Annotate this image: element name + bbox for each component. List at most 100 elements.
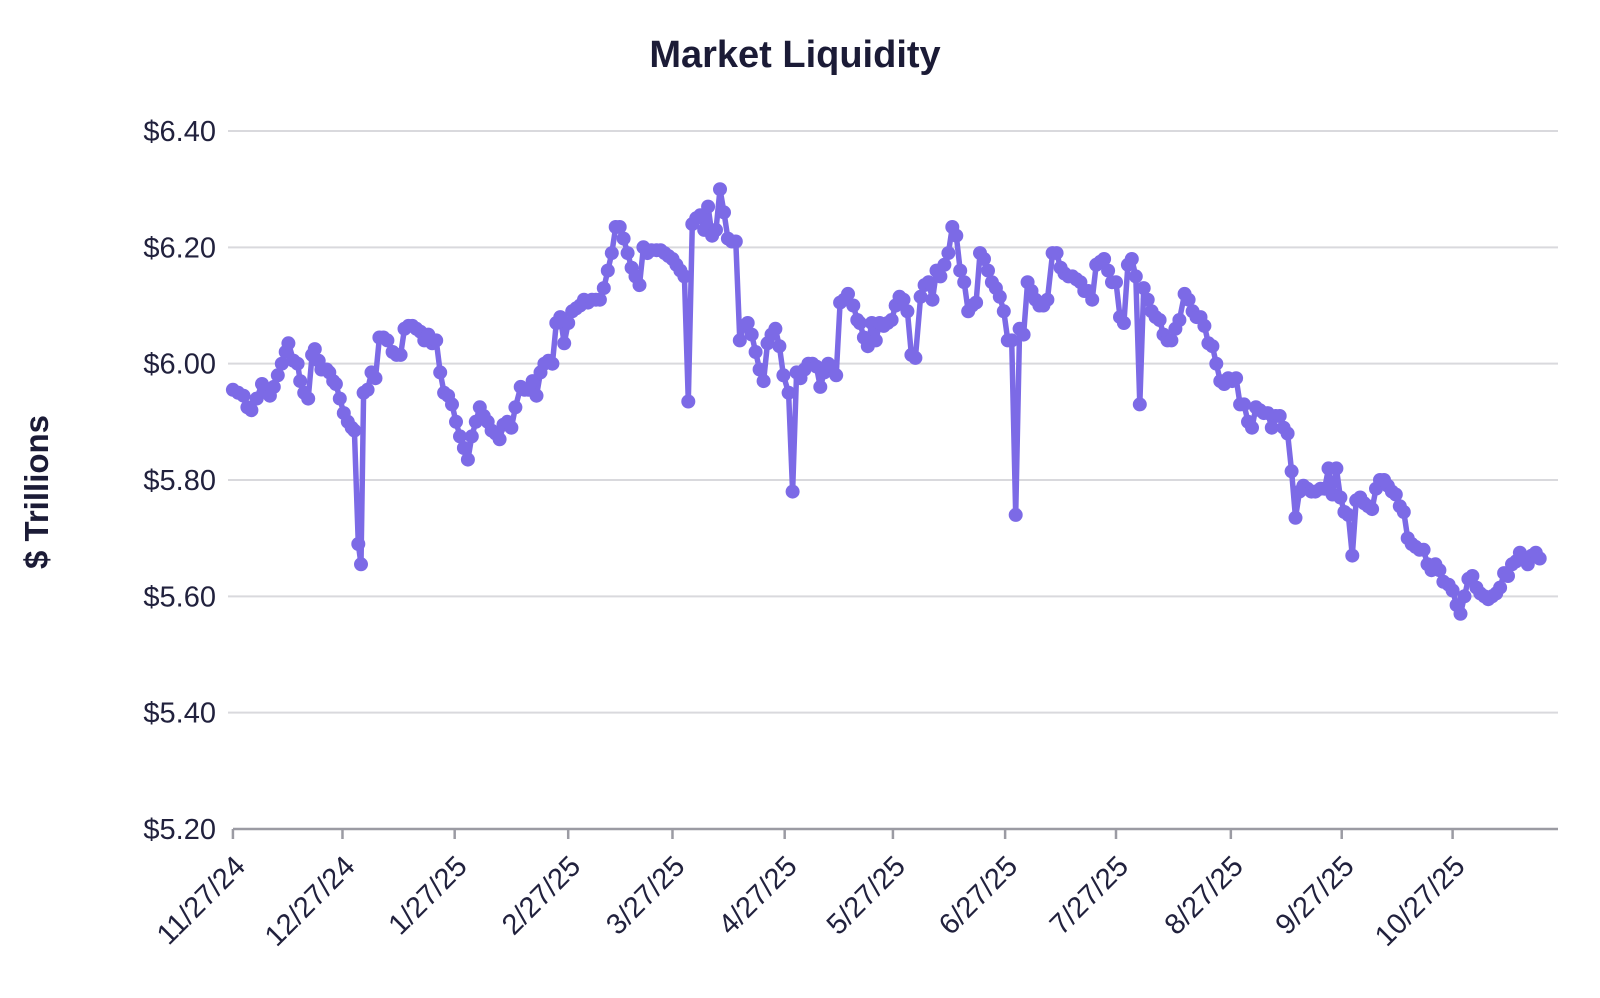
data-point-marker (1004, 333, 1019, 348)
x-axis-tick-labels: 11/27/24 12/27/24 1/27/25 2/27/25 3/27/25 4/2… (151, 850, 1472, 952)
data-point-marker (236, 388, 251, 403)
data-point-marker (1229, 371, 1244, 386)
data-point-marker (266, 379, 281, 394)
data-point-marker (981, 263, 995, 278)
data-point-marker (1284, 464, 1299, 479)
data-point-marker (1181, 292, 1196, 307)
x-tick-label: 11/27/24 (151, 850, 252, 951)
data-point-marker (732, 333, 747, 348)
data-point-marker (1280, 426, 1295, 441)
data-point-marker (1132, 397, 1147, 412)
data-point-marker (709, 222, 723, 237)
data-point-marker (1272, 409, 1287, 423)
data-point-marker (992, 289, 1007, 304)
data-point-marker (776, 368, 791, 383)
x-tick-label: 7/27/25 (1044, 850, 1135, 941)
data-point-marker (1085, 292, 1100, 307)
data-point-marker (772, 339, 787, 354)
series-line (230, 186, 1543, 617)
data-point-marker (429, 333, 444, 348)
data-point-marker (1396, 505, 1411, 519)
x-tick-label: 5/27/25 (821, 850, 912, 941)
data-point-marker (1124, 252, 1139, 266)
data-point-marker (1197, 318, 1212, 333)
y-tick-label: $6.00 (143, 349, 216, 381)
data-point-marker (460, 452, 475, 467)
data-point-marker (996, 304, 1011, 319)
data-point-marker (1128, 269, 1143, 284)
data-point-marker (813, 379, 828, 394)
data-point-marker (249, 391, 264, 406)
data-point-marker (1341, 507, 1356, 522)
data-point-marker (1008, 507, 1023, 522)
x-tick-label: 1/27/25 (383, 850, 474, 941)
data-point-marker (1136, 281, 1151, 296)
data-point-marker (677, 269, 692, 284)
data-point-marker (1416, 542, 1431, 557)
data-point-marker (681, 394, 696, 409)
data-point-marker (953, 263, 968, 278)
data-point-marker (368, 371, 383, 386)
data-point-marker (740, 316, 755, 330)
x-axis (231, 827, 1558, 839)
x-tick-label: 12/27/24 (259, 850, 361, 952)
data-point-marker (896, 292, 911, 307)
data-point-marker (453, 429, 467, 444)
data-point-marker (884, 313, 899, 327)
data-point-marker (949, 228, 964, 243)
data-point-marker (1209, 356, 1224, 371)
data-point-marker (756, 374, 771, 389)
data-point-marker (1172, 313, 1187, 327)
data-point-marker (785, 484, 800, 499)
data-point-marker (913, 289, 928, 304)
x-tick-label: 9/27/25 (1270, 850, 1361, 941)
data-point-marker (701, 199, 716, 214)
x-tick-label: 2/27/25 (496, 850, 587, 941)
data-point-marker (717, 205, 731, 220)
data-point-marker (504, 420, 519, 435)
data-point-marker (508, 400, 523, 415)
data-point-marker (301, 391, 316, 406)
data-point-marker (1333, 490, 1348, 505)
data-point-marker (713, 182, 727, 197)
data-point-marker (592, 292, 607, 307)
data-point-marker (1016, 327, 1031, 342)
data-point-marker (829, 368, 844, 383)
data-point-marker (781, 385, 796, 400)
data-point-marker (1432, 563, 1447, 578)
data-point-marker (1264, 420, 1279, 435)
data-point-marker (456, 441, 471, 455)
horizontal-gridlines (228, 130, 1558, 714)
data-point-marker (1152, 313, 1167, 327)
data-point-marker (937, 257, 952, 272)
data-point-marker (1501, 569, 1515, 583)
data-point-marker (290, 356, 305, 371)
data-point-marker (1164, 333, 1179, 348)
y-axis-title: $ Trillions (18, 415, 55, 569)
data-point-marker (632, 278, 647, 293)
data-point-marker (1453, 606, 1468, 621)
data-point-marker (1345, 548, 1360, 563)
data-point-marker (1040, 292, 1055, 307)
y-tick-label: $5.80 (143, 465, 216, 497)
data-point-marker (545, 356, 560, 371)
data-point-marker (768, 321, 783, 336)
data-point-marker (1116, 316, 1131, 330)
data-point-marker (620, 246, 635, 261)
data-point-marker (449, 414, 463, 429)
data-point-marker (728, 234, 743, 249)
data-point-marker (846, 298, 861, 313)
data-point-marker (529, 388, 544, 403)
chart-title: Market Liquidity (649, 34, 940, 76)
data-point-marker (354, 557, 368, 572)
data-point-marker (274, 356, 289, 371)
data-point-marker (1097, 252, 1112, 266)
data-point-marker (908, 350, 923, 365)
data-point-marker (1465, 569, 1480, 583)
data-point-marker (933, 269, 948, 284)
data-point-marker (900, 304, 915, 319)
data-point-marker (925, 292, 940, 307)
data-point-marker (1388, 487, 1403, 502)
